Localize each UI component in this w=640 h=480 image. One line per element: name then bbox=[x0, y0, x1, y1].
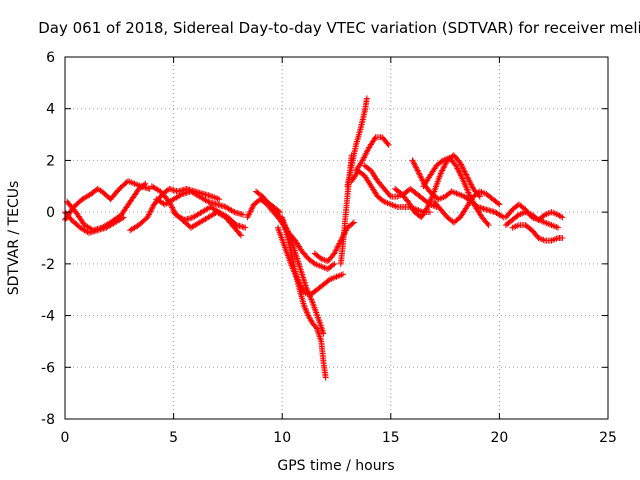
series-track-a bbox=[62, 178, 153, 223]
x-tick-label: 25 bbox=[599, 430, 617, 446]
plot-frame bbox=[64, 56, 609, 420]
series-track-n bbox=[344, 95, 370, 190]
series-track-f bbox=[170, 209, 244, 239]
y-tick-label: -8 bbox=[41, 412, 55, 428]
data-point-markers bbox=[153, 188, 247, 218]
data-point-markers bbox=[420, 154, 492, 229]
x-tick-label: 0 bbox=[61, 430, 70, 446]
data-point-markers bbox=[353, 134, 392, 174]
y-tick-label: 6 bbox=[46, 50, 55, 66]
y-tick-label: 4 bbox=[46, 102, 55, 118]
series-track-l bbox=[311, 219, 357, 265]
x-tick-label: 15 bbox=[382, 430, 400, 446]
y-axis-label: SDTVAR / TECUs bbox=[6, 181, 22, 296]
data-point-markers bbox=[344, 95, 370, 190]
y-tick-label: -4 bbox=[41, 309, 55, 325]
data-point-markers bbox=[274, 224, 347, 298]
data-point-markers bbox=[311, 219, 357, 265]
data-point-markers bbox=[509, 222, 566, 244]
grid-lines bbox=[65, 57, 608, 419]
data-point-markers bbox=[244, 196, 284, 221]
chart-title: Day 061 of 2018, Sidereal Day-to-day VTE… bbox=[38, 19, 640, 37]
series-track-k bbox=[274, 224, 347, 298]
data-point-markers bbox=[170, 209, 244, 239]
data-point-markers bbox=[392, 152, 483, 221]
series-track-j bbox=[279, 214, 329, 381]
series-track-t bbox=[420, 154, 492, 229]
series-track-x bbox=[509, 222, 566, 244]
x-axis-label: GPS time / hours bbox=[277, 458, 394, 474]
data-point-markers bbox=[62, 178, 153, 223]
axis-ticks: 0 5 10 15 20 25 -8 -6 -4 -2 0 2 4 6 bbox=[41, 50, 617, 446]
data-point-markers bbox=[431, 188, 503, 226]
y-tick-label: -2 bbox=[41, 257, 55, 273]
series-track-g bbox=[153, 188, 247, 218]
y-tick-label: -6 bbox=[41, 360, 55, 376]
y-tick-label: 2 bbox=[46, 153, 55, 169]
data-points bbox=[62, 95, 566, 381]
x-tick-label: 5 bbox=[169, 430, 178, 446]
x-tick-label: 10 bbox=[273, 430, 291, 446]
data-point-markers bbox=[279, 214, 329, 381]
series-track-u bbox=[431, 188, 503, 226]
series-track-w bbox=[502, 209, 562, 231]
series-track-p bbox=[353, 134, 392, 174]
x-tick-label: 20 bbox=[490, 430, 508, 446]
series-track-y bbox=[244, 196, 284, 221]
series-track-r bbox=[392, 152, 483, 221]
data-point-markers bbox=[502, 209, 562, 231]
y-tick-label: 0 bbox=[46, 205, 55, 221]
